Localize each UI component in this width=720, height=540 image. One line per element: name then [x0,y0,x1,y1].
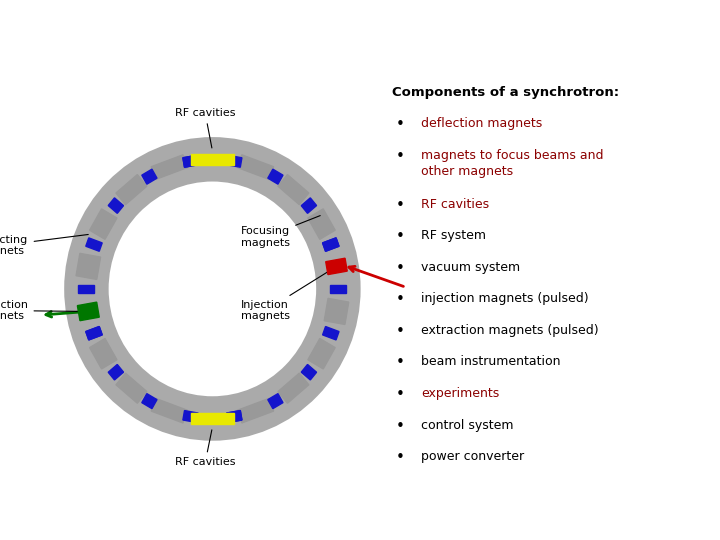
Polygon shape [183,156,198,167]
Text: injection magnets (pulsed): injection magnets (pulsed) [421,293,589,306]
Text: RF cavities: RF cavities [175,108,235,148]
Text: Components of a synchrotron: Components of a synchrotron [200,23,592,50]
Text: Deflecting
magnets: Deflecting magnets [0,234,89,256]
Polygon shape [323,327,339,340]
Polygon shape [268,394,283,409]
Polygon shape [86,327,102,340]
Polygon shape [278,373,309,403]
Polygon shape [77,302,99,321]
Text: Injection
magnets: Injection magnets [241,268,334,321]
Text: beam instrumentation: beam instrumentation [421,355,561,368]
Polygon shape [227,410,242,422]
Polygon shape [89,209,117,239]
Polygon shape [183,156,198,167]
Polygon shape [116,373,147,403]
Text: •: • [396,293,405,307]
Polygon shape [227,156,242,167]
Polygon shape [323,238,339,251]
Polygon shape [238,155,274,179]
Text: RF cavities: RF cavities [175,430,235,468]
Polygon shape [183,410,198,422]
Text: •: • [396,355,405,370]
Polygon shape [268,169,283,184]
Polygon shape [325,258,347,275]
Text: Focusing
magnets: Focusing magnets [241,215,320,248]
Polygon shape [116,174,147,205]
Text: power converter: power converter [421,450,524,463]
Polygon shape [76,253,101,279]
Polygon shape [330,285,346,293]
Polygon shape [323,238,339,251]
Polygon shape [238,399,274,423]
Text: vacuum system: vacuum system [421,261,521,274]
Polygon shape [308,339,336,369]
Text: Rüdiger Schmidt: Rüdiger Schmidt [14,517,95,528]
Text: CERN: CERN [34,6,60,15]
Text: page 18: page 18 [666,517,706,528]
Text: magnets to focus beams and
other magnets: magnets to focus beams and other magnets [421,149,603,178]
Text: USPAS Machine Protection 2017: USPAS Machine Protection 2017 [282,517,438,528]
Polygon shape [301,198,317,213]
Polygon shape [86,238,102,251]
Text: •: • [396,198,405,213]
Text: RF cavities: RF cavities [421,198,490,211]
Polygon shape [324,299,348,325]
Text: •: • [396,450,405,465]
Polygon shape [151,399,187,423]
Polygon shape [301,364,317,380]
Text: deflection magnets: deflection magnets [421,117,542,130]
Text: •: • [396,261,405,276]
Polygon shape [191,413,234,424]
Polygon shape [227,410,242,422]
Polygon shape [108,198,124,213]
Text: Components of a synchrotron:: Components of a synchrotron: [392,86,619,99]
Text: •: • [396,230,405,244]
Text: •: • [396,418,405,434]
Polygon shape [142,394,157,409]
Text: Extraction
magnets: Extraction magnets [0,300,78,321]
Polygon shape [89,339,117,369]
Polygon shape [151,155,187,179]
Polygon shape [191,154,234,165]
Text: RF system: RF system [421,230,486,242]
Polygon shape [278,174,309,205]
Text: •: • [396,324,405,339]
Polygon shape [308,209,336,239]
Polygon shape [108,364,124,380]
Text: •: • [396,387,405,402]
Text: extraction magnets (pulsed): extraction magnets (pulsed) [421,324,599,337]
Polygon shape [86,327,102,340]
Text: control system: control system [421,418,513,431]
Text: •: • [396,117,405,132]
Polygon shape [78,285,94,293]
Polygon shape [142,169,157,184]
Text: experiments: experiments [421,387,500,400]
Text: •: • [396,149,405,164]
